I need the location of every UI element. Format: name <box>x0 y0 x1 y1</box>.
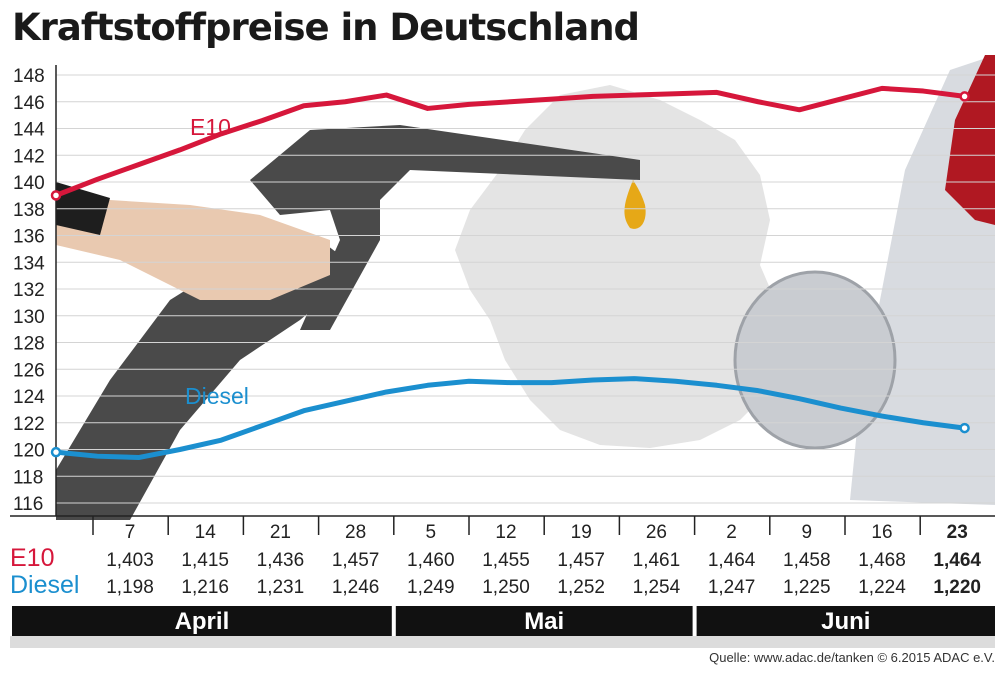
month-label: Mai <box>524 608 564 635</box>
fuel-cap-icon <box>733 270 897 450</box>
y-tick-label: 136 <box>13 227 45 248</box>
y-tick-label: 124 <box>13 387 45 408</box>
y-tick-label: 140 <box>13 173 45 194</box>
diesel-endpoint <box>959 422 970 434</box>
diesel-price-cell: 1,246 <box>332 577 380 598</box>
y-tick-label: 130 <box>13 307 45 328</box>
date-label: 7 <box>125 522 136 543</box>
diesel-price-cell: 1,254 <box>633 577 681 598</box>
y-tick-label: 134 <box>13 253 45 274</box>
date-label: 19 <box>571 522 592 543</box>
e10-line <box>53 85 968 198</box>
y-tick-label: 116 <box>13 494 43 515</box>
e10-price-cell: 1,468 <box>858 550 906 571</box>
y-tick-label: 138 <box>13 200 45 221</box>
e10-price-cell: 1,436 <box>257 550 305 571</box>
e10-price-cell: 1,403 <box>106 550 154 571</box>
diesel-price-cell: 1,224 <box>858 577 906 598</box>
diesel-price-cell: 1,231 <box>257 577 305 598</box>
e10-series-label: E10 <box>190 114 231 140</box>
y-tick-label: 120 <box>13 441 45 462</box>
y-tick-label: 126 <box>13 360 45 381</box>
hand-icon <box>56 185 330 300</box>
chart-title: Kraftstoffpreise in Deutschland <box>12 6 640 49</box>
fuel-nozzle-icon <box>250 125 640 330</box>
series-lines: E10 Diesel <box>50 85 970 461</box>
e10-price-cell: 1,457 <box>332 550 380 571</box>
month-bar <box>395 606 693 636</box>
diesel-endpoint <box>50 446 62 458</box>
gridlines <box>56 74 995 504</box>
source-note: Quelle: www.adac.de/tanken © 6.2015 ADAC… <box>709 650 995 665</box>
date-label: 28 <box>345 522 366 543</box>
date-label: 14 <box>195 522 217 543</box>
y-tick-label: 144 <box>13 120 45 141</box>
month-strip-shadow <box>10 636 995 648</box>
e10-endpoint <box>50 190 62 201</box>
y-tick-label: 128 <box>13 334 45 355</box>
y-tick-label: 118 <box>13 467 43 488</box>
diesel-price-cell: 1,216 <box>181 577 229 598</box>
e10-row-label: E10 <box>10 544 54 572</box>
y-tick-label: 148 <box>13 66 45 87</box>
date-label: 12 <box>495 522 516 543</box>
e10-price-cell: 1,415 <box>181 550 229 571</box>
e10-price-cell: 1,457 <box>557 550 605 571</box>
diesel-price-cell: 1,252 <box>557 577 605 598</box>
e10-price-cell: 1,455 <box>482 550 530 571</box>
date-label: 21 <box>270 522 291 543</box>
diesel-line <box>53 376 968 461</box>
date-label: 9 <box>802 522 813 543</box>
y-axis: 116 118 120 122 124 126 128 130 132 134 136 138 140 1… <box>10 65 995 517</box>
e10-price-cell: 1,464 <box>708 550 756 571</box>
fuel-drop-icon <box>624 180 646 229</box>
y-tick-label: 142 <box>13 146 45 167</box>
diesel-price-cell: 1,220 <box>933 577 981 598</box>
germany-map-icon <box>455 85 790 448</box>
price-table: 7 14 21 28 5 12 19 26 2 9 16 23 E10 1,403 1,415 1,436 1,… <box>10 516 981 599</box>
diesel-price-cell: 1,247 <box>708 577 756 598</box>
e10-price-cell: 1,458 <box>783 550 831 571</box>
diesel-series-label: Diesel <box>185 383 249 409</box>
diesel-row-label: Diesel <box>10 571 79 599</box>
date-label: 16 <box>871 522 892 543</box>
e10-price-cell: 1,461 <box>633 550 681 571</box>
diesel-price-cell: 1,225 <box>783 577 831 598</box>
y-tick-label: 146 <box>13 93 45 114</box>
month-bar <box>696 606 995 636</box>
month-label: Juni <box>821 608 870 635</box>
month-bar <box>12 606 392 636</box>
date-label: 26 <box>646 522 667 543</box>
y-tick-label: 132 <box>13 280 45 301</box>
diesel-price-cell: 1,250 <box>482 577 530 598</box>
date-label: 5 <box>426 522 437 543</box>
e10-endpoint <box>959 91 970 102</box>
date-label: 2 <box>726 522 737 543</box>
y-tick-label: 122 <box>13 414 45 435</box>
month-bars: April Mai Juni <box>10 606 995 648</box>
diesel-price-cell: 1,198 <box>106 577 154 598</box>
date-label: 23 <box>947 522 968 543</box>
month-label: April <box>175 608 230 635</box>
diesel-price-cell: 1,249 <box>407 577 455 598</box>
e10-price-cell: 1,464 <box>933 550 981 571</box>
e10-price-cell: 1,460 <box>407 550 455 571</box>
